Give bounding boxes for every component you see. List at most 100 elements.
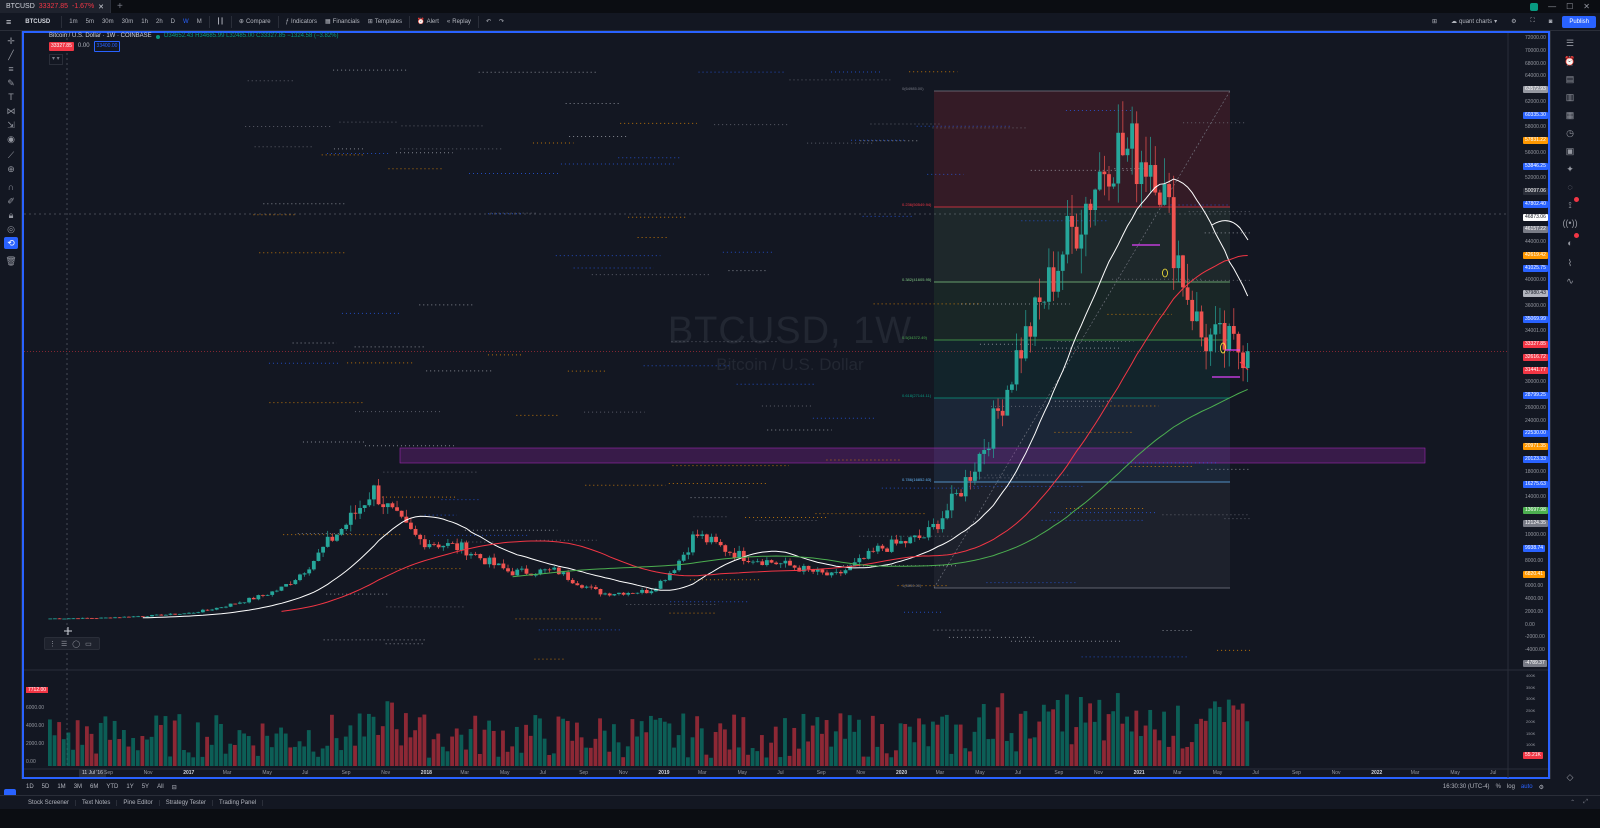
minimize-icon[interactable]: — xyxy=(1548,2,1557,11)
right-widget-bar: ☰ ⏰ ▤ ▥ ▦ ◷ ▣ ✦ ◌ ⟟ ((•)) ◐ ⌇ ∿ ◇ xyxy=(1550,31,1600,782)
fullscreen-button[interactable]: ⛶ xyxy=(1526,18,1538,25)
crosshair-icon[interactable]: ✛ xyxy=(7,35,15,46)
buy-price-box[interactable]: 33400.00 xyxy=(93,41,121,52)
range-button-5d[interactable]: 5D xyxy=(41,784,50,790)
snapshot-button[interactable]: ◙ xyxy=(1545,19,1557,25)
lightbulb-icon[interactable]: ✦ xyxy=(1566,163,1574,174)
browser-tab[interactable]: BTCUSD 33327.85 -1.67% ✕ xyxy=(0,0,112,13)
pulse-icon[interactable]: ∿ xyxy=(1566,275,1574,286)
chart-style-button[interactable]: ┃┃ xyxy=(213,18,228,25)
hotlist-icon[interactable]: ▥ xyxy=(1565,91,1575,102)
zoom-in-icon[interactable]: ⊕ xyxy=(7,163,15,174)
bottom-tab-strategy-tester[interactable]: Strategy Tester xyxy=(160,799,213,806)
sell-price-box[interactable]: 33327.85 xyxy=(49,42,74,51)
calendar-icon[interactable]: ▦ xyxy=(1565,109,1575,120)
range-button-5y[interactable]: 5Y xyxy=(141,784,150,790)
hide-drawings-icon[interactable]: ◎ xyxy=(7,223,15,234)
goto-date-icon[interactable]: ⊟ xyxy=(171,784,177,791)
range-button-6m[interactable]: 6M xyxy=(90,784,99,790)
eye-icon[interactable]: ◉ xyxy=(7,133,15,144)
undo-button[interactable]: ↶ xyxy=(482,18,495,25)
streams-icon[interactable]: ⟟ xyxy=(1568,199,1572,210)
tab-close-icon[interactable]: ✕ xyxy=(98,3,105,11)
bottom-tab-stock-screener[interactable]: Stock Screener xyxy=(22,799,77,806)
pattern-icon[interactable]: ⋈ xyxy=(6,105,16,116)
brush-icon[interactable]: ✎ xyxy=(7,77,15,88)
extension-icon[interactable] xyxy=(1530,2,1539,11)
publish-button[interactable]: Publish xyxy=(1562,15,1596,28)
volume-bar xyxy=(639,721,644,766)
range-button-ytd[interactable]: YTD xyxy=(106,784,119,790)
performance-icon[interactable]: ⌇ xyxy=(1567,257,1573,268)
maximize-icon[interactable]: ☐ xyxy=(1566,2,1574,11)
range-button-1m[interactable]: 1M xyxy=(57,784,66,790)
text-icon[interactable]: T xyxy=(8,92,14,102)
clock-readout[interactable]: 16:30:30 (UTC-4) xyxy=(1442,783,1490,790)
percent-toggle[interactable]: % xyxy=(1495,783,1501,790)
collapse-panel-icon[interactable]: ⌃ xyxy=(1570,800,1576,806)
layout-name-button[interactable]: ☁ quant charts ▾ xyxy=(1451,18,1498,26)
window-close-icon[interactable]: ✕ xyxy=(1583,2,1590,11)
templates-button[interactable]: ⊞ Templates xyxy=(367,18,403,26)
ruler-icon[interactable]: ⟋ xyxy=(7,149,15,160)
collapse-legend-icon[interactable]: ▾ ▾ xyxy=(49,54,63,65)
ellipse-icon[interactable]: ◯ xyxy=(72,640,81,648)
chat-icon[interactable]: ◌ xyxy=(1567,182,1573,192)
range-button-1y[interactable]: 1Y xyxy=(126,784,134,790)
alerts-clock-icon[interactable]: ⏰ xyxy=(1564,55,1576,66)
prediction-icon[interactable]: ⇲ xyxy=(7,119,15,130)
interval-7[interactable]: W xyxy=(183,18,189,25)
range-button-all[interactable]: All xyxy=(157,784,164,790)
broadcast-icon[interactable]: ((•)) xyxy=(1562,218,1578,228)
maximize-panel-icon[interactable]: ⤢ xyxy=(1583,799,1588,805)
new-tab-button[interactable]: + xyxy=(117,1,123,12)
log-toggle[interactable]: log xyxy=(1506,783,1515,790)
symbol-search[interactable]: BTCUSD xyxy=(25,18,51,25)
trend-line-icon[interactable]: ╱ xyxy=(8,49,14,60)
interval-2[interactable]: 30m xyxy=(101,18,114,25)
ideas-icon[interactable]: ◐ xyxy=(1567,238,1573,248)
settings-button[interactable]: ⚙ xyxy=(1507,18,1520,25)
range-button-1d[interactable]: 1D xyxy=(26,784,34,790)
interval-6[interactable]: D xyxy=(170,18,176,25)
template-icon[interactable]: ☰ xyxy=(61,640,68,648)
auto-toggle[interactable]: auto xyxy=(1520,783,1533,790)
menu-icon[interactable]: ≡ xyxy=(6,16,12,27)
interval-0[interactable]: 1m xyxy=(69,18,78,25)
alert-button[interactable]: ⏰ Alert xyxy=(417,18,439,26)
settings-icon[interactable]: ⚙ xyxy=(1538,784,1544,791)
watchlist-icon[interactable]: ☰ xyxy=(1565,37,1575,48)
news-icon[interactable]: ▣ xyxy=(1565,145,1575,156)
lock-icon[interactable]: 🔒︎ xyxy=(8,209,14,220)
replay-button[interactable]: «Replay xyxy=(446,18,471,25)
interval-3[interactable]: 30m xyxy=(121,18,134,25)
chart-pane[interactable] xyxy=(22,31,1550,779)
candle-body xyxy=(1213,324,1218,335)
legend-title[interactable]: Bitcoin / U.S. Dollar · 1W · COINBASE xyxy=(49,33,152,39)
indicators-button[interactable]: ƒ Indicators xyxy=(285,18,317,25)
interval-1[interactable]: 5m xyxy=(85,18,94,25)
range-button-3m[interactable]: 3M xyxy=(73,784,83,790)
drag-handle-icon[interactable]: ⋮ xyxy=(49,640,56,648)
interval-4[interactable]: 1h xyxy=(141,18,148,25)
layout-grid-button[interactable]: ⊞ xyxy=(1428,18,1441,25)
rectangle-icon[interactable]: ▭ xyxy=(85,640,92,648)
data-window-icon[interactable]: ▤ xyxy=(1565,73,1575,84)
fib-retracement-icon[interactable]: ≡ xyxy=(8,64,14,74)
interval-8[interactable]: M xyxy=(196,18,202,25)
clock-icon[interactable]: ◷ xyxy=(1566,127,1574,138)
bottom-tab-text-notes[interactable]: Text Notes xyxy=(76,799,118,806)
sync-drawings-icon[interactable]: ⟲ xyxy=(4,237,18,249)
financials-button[interactable]: ▦ Financials xyxy=(325,18,360,26)
help-icon[interactable]: ◇ xyxy=(1566,771,1574,782)
bottom-tab-trading-panel[interactable]: Trading Panel xyxy=(213,799,264,806)
interval-5[interactable]: 2h xyxy=(155,18,163,25)
redo-button[interactable]: ↷ xyxy=(495,18,508,25)
compare-button[interactable]: ⊕ Compare xyxy=(238,18,271,26)
trash-icon[interactable]: 🗑︎ xyxy=(5,255,17,266)
magnet-icon[interactable]: ∩ xyxy=(7,182,15,192)
stay-in-drawing-icon[interactable]: ✐ xyxy=(7,195,15,206)
time-axis[interactable]: 11 Jul '16 Sep Nov 2017 Mar May Jul Sep Nov 2018… xyxy=(24,769,1506,778)
bottom-tab-pine-editor[interactable]: Pine Editor xyxy=(117,799,160,806)
